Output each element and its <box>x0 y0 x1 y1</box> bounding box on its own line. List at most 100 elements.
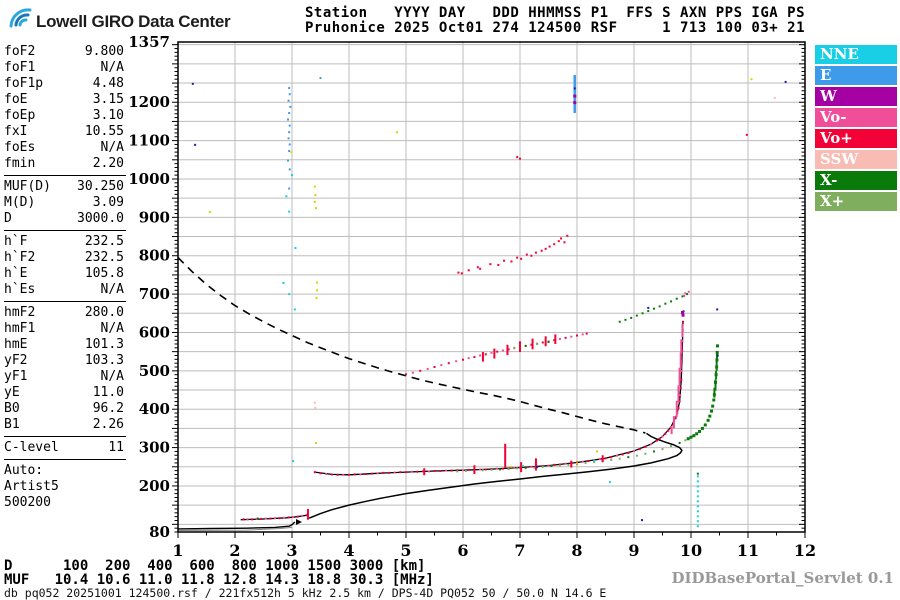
parameter-row-clevel: C-level 11 <box>4 440 124 456</box>
parameter-value: N/A <box>100 282 124 297</box>
parameter-row-foe: foE 3.15 <box>4 92 124 108</box>
second-hop-x-tip-pink <box>683 290 690 298</box>
parameter-value: 3.09 <box>92 195 124 210</box>
rfi-yellow-dots <box>208 78 753 468</box>
scaled-parameters-panel: foF2 9.800 foF1 N/A foF1p 4.48 foE 3.15 foEp 3.10… <box>4 44 126 511</box>
parameter-row-b1: B1 2.26 <box>4 417 124 433</box>
y-axis-tick-label: 400 <box>139 400 170 418</box>
parameter-value: 101.3 <box>84 337 124 352</box>
parameter-label: Artist5 <box>4 479 59 494</box>
parameter-label: h`F <box>4 234 28 249</box>
y-axis-tick-label: 1100 <box>128 132 170 150</box>
x-axis-tick-label: 5 <box>400 541 411 560</box>
parameter-row-d: D 3000.0 <box>4 211 124 227</box>
distance-row: D 100 200 400 600 800 1000 1500 3000 [km… <box>4 558 426 574</box>
y-axis-tick-label: 800 <box>139 247 170 265</box>
parameter-value: 105.8 <box>84 266 124 281</box>
station-values-row: Pruhonice 2025 Oct01 274 124500 RSF 1 71… <box>305 20 806 36</box>
second-hop-o-trace <box>405 332 588 376</box>
parameter-label: yF2 <box>4 353 28 368</box>
parameter-label: foE <box>4 92 28 107</box>
panel-divider <box>4 459 126 460</box>
grid-lines <box>178 42 805 532</box>
y-axis-tick-label: 600 <box>139 323 170 341</box>
o-trace-spread-bars <box>306 443 604 520</box>
y-axis-tick-label: 1000 <box>128 170 170 188</box>
parameter-value: N/A <box>100 140 124 155</box>
parameter-row-500200: 500200 <box>4 495 124 511</box>
parameter-row-auto: Auto: <box>4 463 124 479</box>
parameter-row-hmf1: hmF1 N/A <box>4 321 124 337</box>
parameter-label: yE <box>4 385 20 400</box>
axis-labels: 1357120011001000900800700600500400300200… <box>128 33 816 560</box>
parameter-label: D <box>4 211 12 226</box>
parameter-label: h`F2 <box>4 250 36 265</box>
parameter-label: B0 <box>4 401 20 416</box>
parameter-label: foF1 <box>4 60 36 75</box>
parameter-row-hmf2: hmF2 280.0 <box>4 305 124 321</box>
true-height-profile-f <box>308 432 683 519</box>
parameter-row-hf: h`F 232.5 <box>4 234 124 250</box>
third-hop-o-trace <box>457 234 569 275</box>
parameter-value: N/A <box>100 60 124 75</box>
parameter-label: hmF1 <box>4 321 36 336</box>
rfi-column-10mhz <box>696 475 699 528</box>
parameter-value: 280.0 <box>84 305 124 320</box>
parameter-value: N/A <box>100 369 124 384</box>
profile-e-arrow <box>295 519 302 526</box>
rfi-blue-column-3mhz <box>287 77 322 190</box>
polarization-legend: NNE E W Vo- Vo+ SSW X- X+ <box>815 45 897 213</box>
legend-item-ssw: SSW <box>815 150 897 169</box>
x-axis-tick-label: 7 <box>514 541 525 560</box>
second-hop-x-trace <box>618 293 689 323</box>
parameter-value: 2.26 <box>92 417 124 432</box>
logo-title: Lowell GIRO Data Center <box>36 11 231 31</box>
parameter-value: 11 <box>108 440 124 455</box>
second-hop-spread-bars <box>481 334 557 362</box>
x-axis-tick-label: 1 <box>172 541 183 560</box>
axes <box>172 41 806 538</box>
y-axis-tick-label: 1357 <box>128 33 170 51</box>
parameter-row-artist5: Artist5 <box>4 479 124 495</box>
parameter-label: B1 <box>4 417 20 432</box>
y-axis-tick-label: 1200 <box>128 93 170 111</box>
x-axis-tick-label: 2 <box>229 541 240 560</box>
x-axis-tick-label: 9 <box>628 541 639 560</box>
parameter-value: 232.5 <box>84 250 124 265</box>
parameter-label: fxI <box>4 124 28 139</box>
parameter-row-md: M(D) 3.09 <box>4 195 124 211</box>
parameter-label: h`E <box>4 266 28 281</box>
parameter-row-fof2: foF2 9.800 <box>4 44 124 60</box>
y-axis-tick-label: 900 <box>139 208 170 226</box>
parameter-value: 10.55 <box>84 124 124 139</box>
o-trace-e-echo <box>242 514 308 521</box>
x-steep-spread-bars <box>713 353 718 398</box>
parameter-value: 96.2 <box>92 401 124 416</box>
trace-series <box>177 74 787 531</box>
x-axis-tick-label: 6 <box>457 541 468 560</box>
legend-item-vo: Vo- <box>815 108 897 127</box>
parameter-value: 30.250 <box>77 179 124 194</box>
rfi-navy-dots <box>191 80 787 522</box>
muf-row: MUF 10.4 10.6 11.0 11.8 12.8 14.3 18.8 3… <box>4 572 434 588</box>
parameter-row-hme: hmE 101.3 <box>4 337 124 353</box>
file-info-line: db pq052 20251001 124500.rsf / 221fx512h… <box>4 586 607 600</box>
x-axis-tick-label: 12 <box>794 541 816 560</box>
panel-divider <box>4 301 126 302</box>
rfi-cyan-dots <box>282 174 612 484</box>
fitted-trace-f <box>314 320 684 476</box>
parameter-label: h`Es <box>4 282 36 297</box>
parameter-value: 3000.0 <box>77 211 124 226</box>
y-axis-tick-label: 700 <box>139 285 170 303</box>
panel-divider <box>4 230 126 231</box>
rfi-purple-dots <box>573 94 685 317</box>
servlet-version-label: DIDBasePortal_Servlet 0.1 <box>671 569 894 587</box>
y-axis-tick-label: 200 <box>139 477 170 495</box>
parameter-label: C-level <box>4 440 59 455</box>
parameter-row-yf1: yF1 N/A <box>4 369 124 385</box>
x-axis-tick-label: 3 <box>286 541 297 560</box>
x-axis-tick-label: 4 <box>343 541 354 560</box>
parameter-value: 232.5 <box>84 234 124 249</box>
parameter-row-foes: foEs N/A <box>4 140 124 156</box>
station-header-row: Station YYYY DAY DDD HHMMSS P1 FFS S AXN… <box>305 5 806 21</box>
